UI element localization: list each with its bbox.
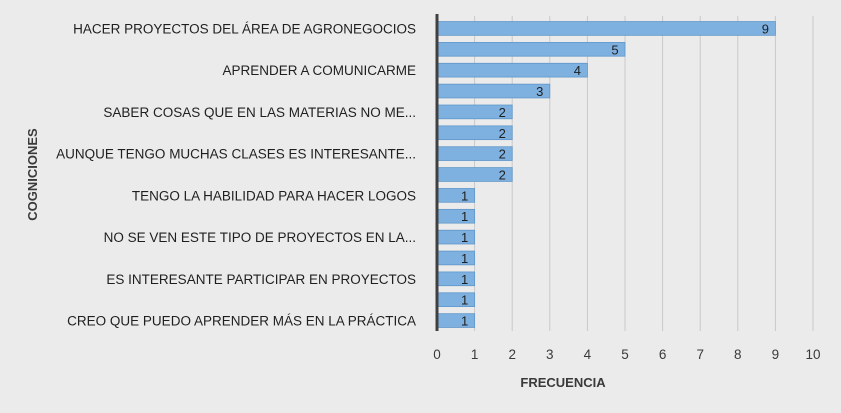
bar-value-label: 5 bbox=[611, 42, 618, 57]
bar-value-label: 1 bbox=[461, 188, 468, 203]
bar bbox=[436, 62, 588, 78]
bar-value-label: 1 bbox=[461, 272, 468, 287]
bar-value-label: 1 bbox=[461, 251, 468, 266]
x-axis-title: FRECUENCIA bbox=[520, 375, 606, 390]
bar-value-label: 1 bbox=[461, 209, 468, 224]
category-label: HACER PROYECTOS DEL ÁREA DE AGRONEGOCIOS bbox=[73, 21, 416, 36]
x-tick-label: 0 bbox=[433, 347, 441, 362]
x-tick-label: 8 bbox=[734, 347, 742, 362]
x-tick-label: 10 bbox=[805, 347, 820, 362]
bar-value-label: 2 bbox=[499, 126, 506, 141]
x-tick-label: 5 bbox=[621, 347, 629, 362]
bar bbox=[436, 271, 475, 287]
bar-value-label: 1 bbox=[461, 314, 468, 329]
x-tick-label: 9 bbox=[772, 347, 780, 362]
value-labels: 9 5 4 3 2 2 2 2 1 1 1 1 1 1 1 bbox=[461, 21, 769, 328]
bar-value-label: 1 bbox=[461, 230, 468, 245]
category-label: ES INTERESANTE PARTICIPAR EN PROYECTOS bbox=[106, 272, 416, 287]
category-labels: HACER PROYECTOS DEL ÁREA DE AGRONEGOCIOS… bbox=[56, 21, 416, 328]
bar bbox=[436, 250, 475, 266]
x-tick-label: 1 bbox=[471, 347, 479, 362]
category-label: SABER COSAS QUE EN LAS MATERIAS NO ME... bbox=[103, 105, 416, 120]
x-tick-label: 7 bbox=[696, 347, 704, 362]
x-tick-label: 2 bbox=[508, 347, 516, 362]
bar-value-label: 2 bbox=[499, 105, 506, 120]
category-label: TENGO LA HABILIDAD PARA HACER LOGOS bbox=[132, 188, 416, 203]
category-label: APRENDER A COMUNICARME bbox=[222, 63, 416, 78]
bar-value-label: 9 bbox=[762, 21, 769, 36]
category-label: CREO QUE PUEDO APRENDER MÁS EN LA PRÁCTI… bbox=[67, 314, 416, 329]
x-tick-label: 4 bbox=[584, 347, 592, 362]
x-tick-label: 6 bbox=[659, 347, 667, 362]
bar-value-label: 2 bbox=[499, 168, 506, 183]
bar bbox=[436, 208, 475, 224]
bar bbox=[436, 21, 776, 36]
y-axis-title: COGNICIONES bbox=[25, 128, 40, 221]
category-label: AUNQUE TENGO MUCHAS CLASES ES INTERESANT… bbox=[56, 147, 416, 162]
bar-value-label: 2 bbox=[499, 147, 506, 162]
category-label: NO SE VEN ESTE TIPO DE PROYECTOS EN LA..… bbox=[104, 230, 416, 245]
bar-value-label: 1 bbox=[461, 293, 468, 308]
bar-value-label: 3 bbox=[536, 84, 543, 99]
bar bbox=[436, 313, 475, 328]
bar bbox=[436, 83, 551, 99]
x-tick-label: 3 bbox=[546, 347, 554, 362]
x-tick-labels: 0 1 2 3 4 5 6 7 8 9 10 bbox=[433, 347, 820, 362]
bar bbox=[436, 42, 626, 57]
bar bbox=[436, 229, 475, 245]
bar-value-label: 4 bbox=[574, 63, 581, 78]
bars bbox=[436, 21, 776, 328]
bar bbox=[436, 188, 475, 203]
bar bbox=[436, 292, 475, 307]
